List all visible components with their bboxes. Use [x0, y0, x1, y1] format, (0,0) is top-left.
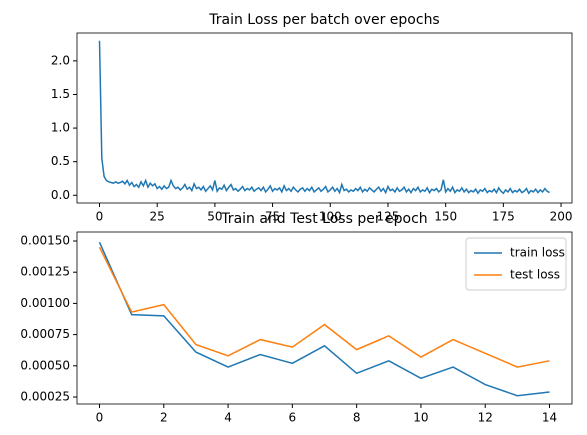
y-tick-label: 0.00100	[20, 296, 70, 310]
chart-title: Train Loss per batch over epochs	[208, 12, 439, 28]
x-tick-label: 100	[319, 210, 342, 224]
x-tick-label: 6	[289, 411, 297, 425]
y-tick-label: 0.00050	[20, 358, 70, 372]
y-tick-label: 0.00025	[20, 390, 70, 404]
y-tick-label: 0.5	[51, 154, 70, 168]
legend-label: test loss	[510, 268, 560, 282]
x-tick-label: 4	[224, 411, 232, 425]
axes-frame	[76, 231, 573, 405]
chart-title: Train and Test Loss per epoch	[220, 211, 427, 227]
line-series	[98, 246, 550, 368]
line-series	[98, 241, 550, 397]
x-tick-label: 12	[478, 411, 493, 425]
x-tick-label: 200	[550, 210, 573, 224]
x-tick-label: 150	[434, 210, 457, 224]
line-series	[98, 40, 550, 195]
legend-label: train loss	[510, 246, 565, 260]
x-tick-label: 50	[207, 210, 222, 224]
x-tick-label: 0	[96, 210, 104, 224]
y-tick-label: 0.00075	[20, 327, 70, 341]
y-tick-label: 0.00125	[20, 265, 70, 279]
x-tick-label: 8	[353, 411, 361, 425]
x-tick-label: 75	[265, 210, 280, 224]
legend-box	[465, 237, 567, 291]
axes-frame	[76, 32, 573, 204]
y-tick-label: 0.00150	[20, 233, 70, 247]
y-tick-label: 1.5	[51, 87, 70, 101]
x-tick-label: 25	[150, 210, 165, 224]
x-tick-label: 10	[413, 411, 428, 425]
y-tick-label: 0.0	[51, 188, 70, 202]
x-tick-label: 125	[377, 210, 400, 224]
x-tick-label: 14	[542, 411, 557, 425]
x-tick-label: 175	[492, 210, 515, 224]
y-tick-label: 1.0	[51, 121, 70, 135]
x-tick-label: 2	[160, 411, 168, 425]
y-tick-label: 2.0	[51, 53, 70, 67]
x-tick-label: 0	[96, 411, 104, 425]
